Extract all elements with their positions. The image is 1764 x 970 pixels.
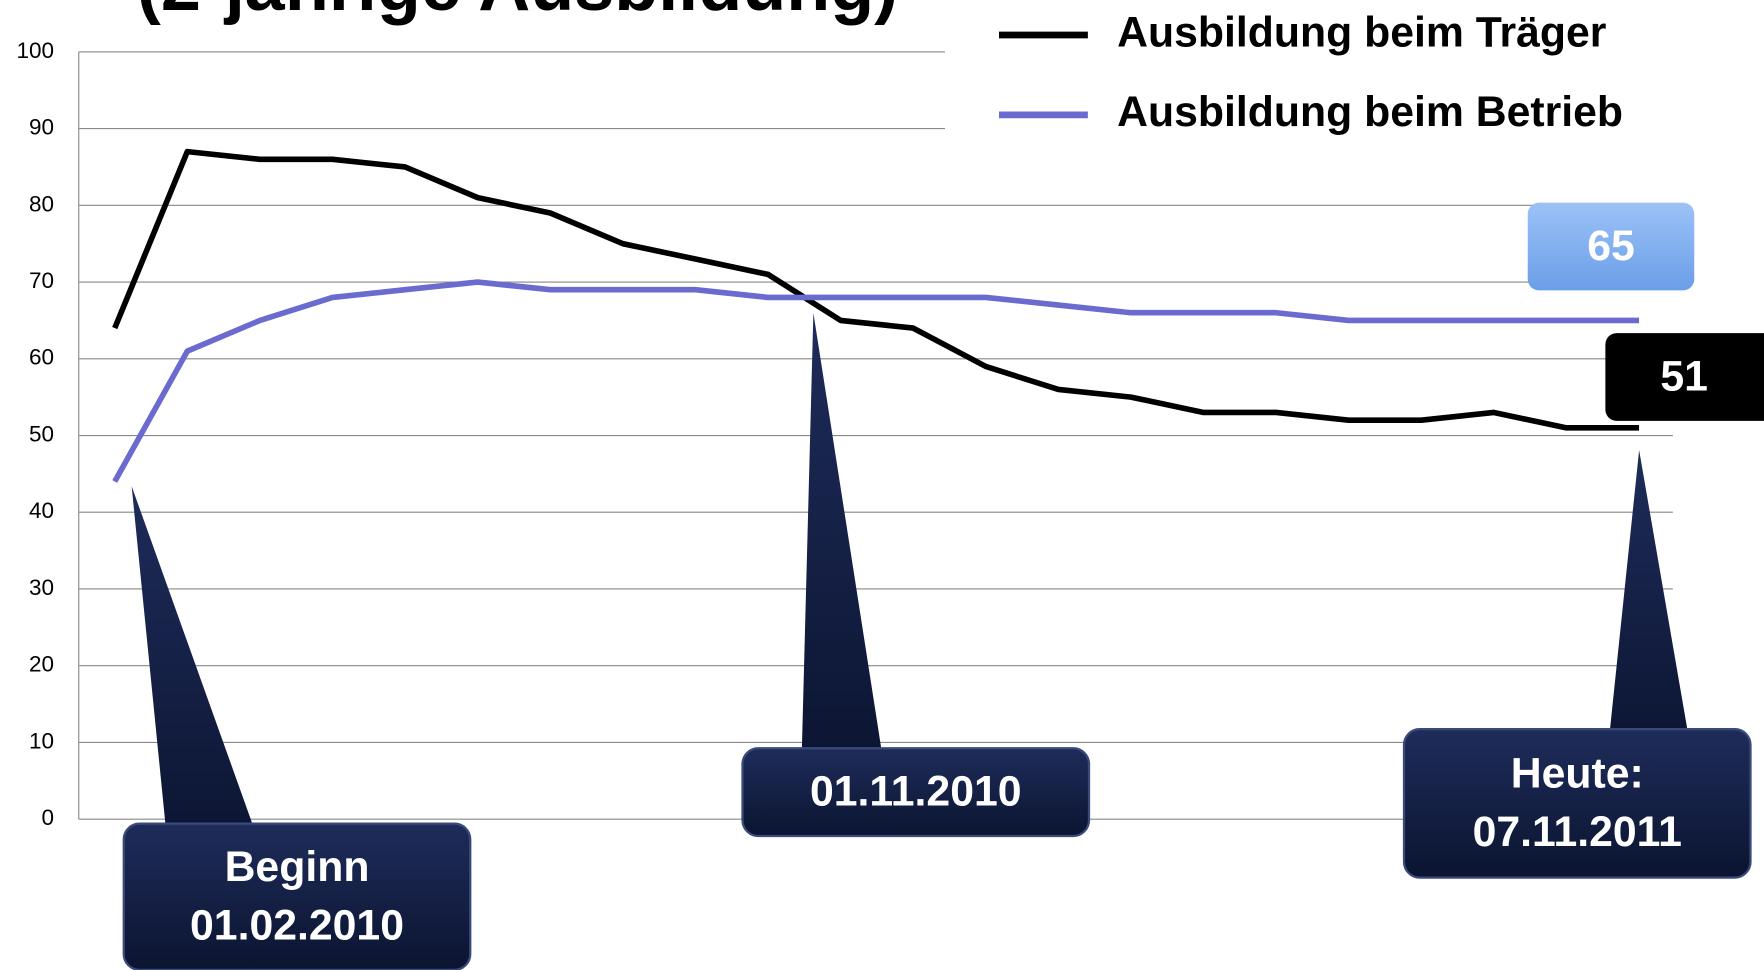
- legend-label: Ausbildung beim Betrieb: [1117, 88, 1623, 136]
- y-tick-label: 50: [29, 421, 54, 446]
- y-tick-label: 0: [41, 805, 54, 830]
- callout-text: 07.11.2011: [1473, 808, 1682, 856]
- legend-background: [945, 0, 1764, 152]
- y-tick-label: 10: [29, 728, 54, 753]
- y-tick-label: 30: [29, 575, 54, 600]
- callout-text: Beginn: [225, 843, 370, 891]
- end-label: 65: [1587, 222, 1635, 270]
- y-tick-label: 60: [29, 345, 54, 370]
- callout-pointer: [131, 486, 265, 858]
- callout-text: 01.02.2010: [190, 902, 404, 950]
- callout-box: [1402, 728, 1752, 879]
- callout-pointer: [1606, 450, 1694, 763]
- y-tick-label: 80: [29, 191, 54, 216]
- series-line: [112, 148, 1640, 431]
- callout-text: 01.11.2010: [810, 768, 1022, 816]
- y-tick-label: 40: [29, 498, 54, 523]
- end-label: 51: [1660, 353, 1708, 401]
- callout-box: [741, 747, 1091, 838]
- y-tick-label: 100: [16, 38, 54, 63]
- legend-label: Ausbildung beim Träger: [1117, 8, 1606, 56]
- callout-pointer: [801, 312, 887, 782]
- y-tick-label: 90: [29, 115, 54, 140]
- y-tick-label: 70: [29, 268, 54, 293]
- end-label-box: [1527, 202, 1695, 291]
- end-label-box: [1605, 333, 1764, 421]
- series-line: [112, 279, 1640, 483]
- y-tick-label: 20: [29, 652, 54, 677]
- callout-text: Heute:: [1511, 750, 1644, 798]
- chart-title: (2-jährige Ausbildung): [137, 0, 898, 26]
